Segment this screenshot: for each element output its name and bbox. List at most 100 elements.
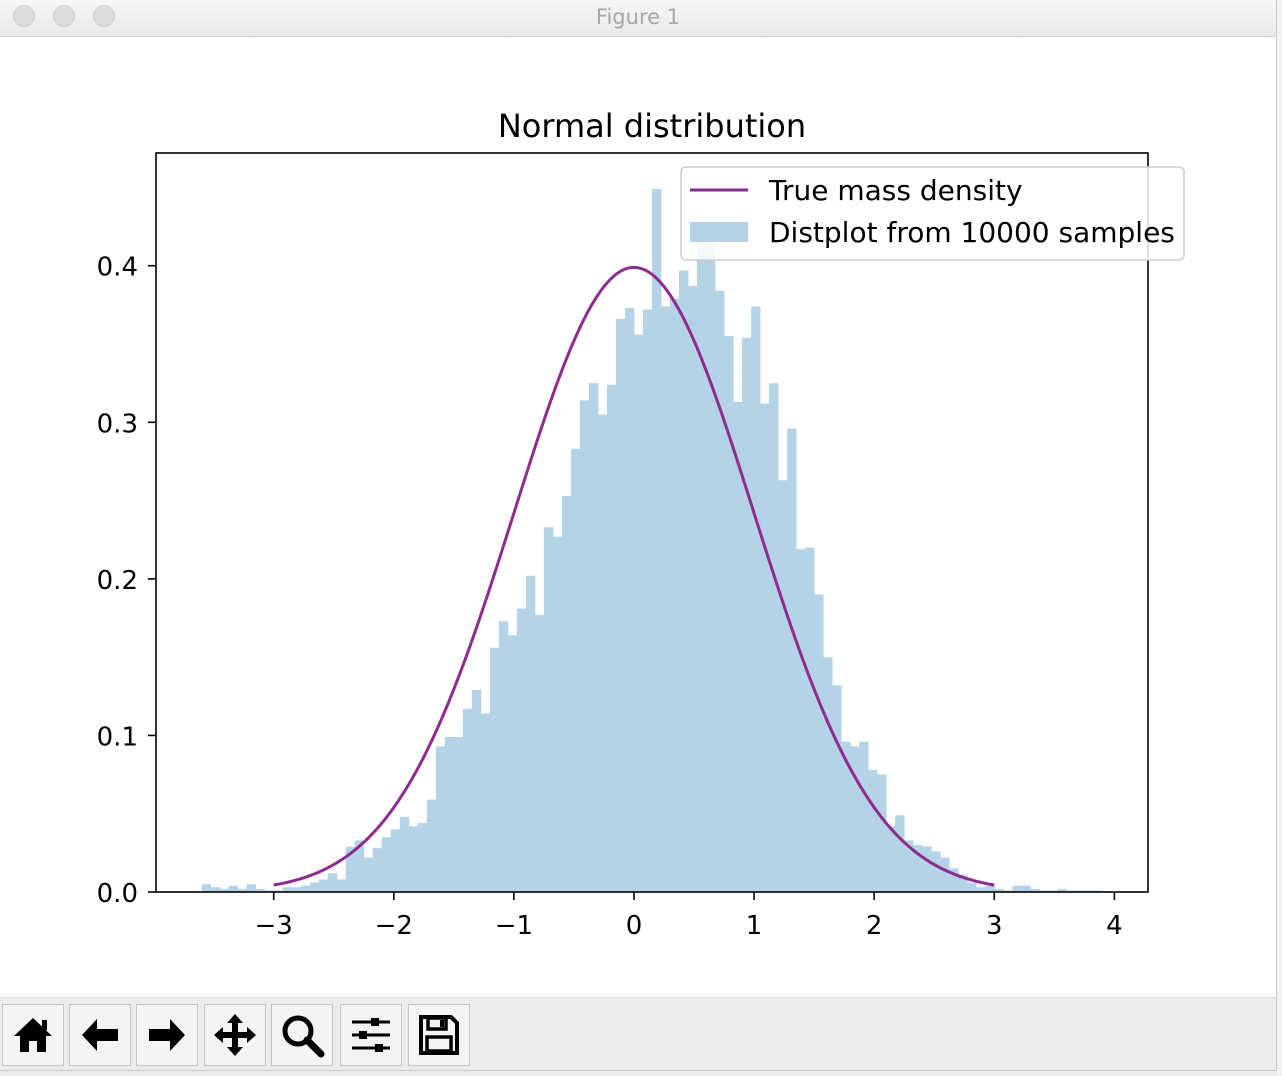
histogram-bar	[606, 384, 617, 892]
histogram-bar	[579, 400, 590, 892]
histogram-bar	[715, 290, 725, 892]
configure-subplots-button[interactable]	[340, 1004, 402, 1066]
histogram-bar	[823, 657, 833, 892]
histogram-bar	[381, 837, 392, 892]
window-title: Figure 1	[595, 5, 681, 29]
histogram-bar	[633, 334, 644, 892]
histogram-bar	[1012, 885, 1022, 892]
histogram-bar	[588, 383, 599, 892]
histogram-bar	[444, 737, 455, 892]
histogram-bar	[787, 428, 797, 892]
histogram-bar	[742, 337, 752, 892]
y-tick-label: 0.3	[97, 409, 138, 439]
histogram-bar	[543, 527, 554, 892]
histogram-bar	[859, 741, 869, 892]
histogram-bar	[516, 608, 527, 892]
histogram-bar	[1021, 885, 1031, 892]
histogram-bar	[940, 857, 950, 892]
histogram-bar	[507, 635, 518, 892]
y-axis: 0.0 0.1 0.2 0.3 0.4	[97, 253, 156, 909]
x-tick-label: 2	[866, 911, 883, 941]
histogram-bar	[426, 799, 437, 893]
floppy-disk-icon	[419, 1015, 459, 1055]
arrow-left-icon	[82, 1019, 118, 1051]
histogram-bar	[1030, 888, 1040, 892]
histogram-bar	[300, 885, 311, 892]
histogram-bar	[525, 575, 536, 892]
histogram-bar	[697, 223, 707, 892]
histogram-bar	[976, 887, 986, 892]
histogram-bar	[688, 286, 698, 892]
back-button[interactable]	[69, 1004, 131, 1066]
x-tick-label: −1	[495, 911, 533, 941]
histogram-bar	[679, 270, 689, 892]
chart-title: Normal distribution	[498, 107, 806, 145]
histogram-bar	[552, 536, 563, 892]
zoom-button[interactable]	[271, 1004, 333, 1066]
histogram-bar	[922, 846, 932, 892]
histogram-bar	[408, 826, 419, 892]
histogram-bar	[1057, 888, 1067, 892]
histogram-bar	[958, 874, 968, 892]
histogram-bar	[489, 647, 500, 892]
x-tick-label: 3	[986, 911, 1003, 941]
histogram-bar	[832, 685, 842, 892]
histogram-bar	[967, 882, 977, 892]
legend-label-histogram: Distplot from 10000 samples	[769, 216, 1175, 249]
home-icon	[14, 1018, 52, 1052]
zoom-window-button[interactable]	[93, 5, 115, 27]
navigation-toolbar	[0, 997, 1276, 1070]
histogram-bar	[363, 857, 374, 892]
y-tick-label: 0.1	[97, 722, 138, 752]
x-tick-label: −2	[375, 911, 413, 941]
histogram-bar	[886, 826, 896, 892]
histogram-bar	[868, 769, 878, 892]
histogram-bar	[435, 746, 446, 892]
histogram-bar	[895, 815, 905, 892]
histogram-bar	[778, 480, 788, 892]
histogram-bar	[399, 816, 410, 892]
y-tick-label: 0.2	[97, 566, 138, 596]
histogram-bar	[724, 336, 734, 892]
histogram-bar	[661, 306, 671, 892]
minimize-window-button[interactable]	[53, 5, 75, 27]
histogram-bar	[246, 884, 257, 892]
pan-button[interactable]	[204, 1004, 266, 1066]
legend-swatch-histogram	[690, 222, 748, 242]
histogram-bar	[850, 746, 860, 892]
forward-button[interactable]	[136, 1004, 198, 1066]
histogram-bar	[624, 308, 635, 892]
figure-canvas[interactable]: Normal distribution −3 −2 −1 0 1 2 3 4 0.00.10.…	[0, 37, 1276, 997]
histogram-bar	[327, 873, 338, 892]
x-tick-label: 4	[1106, 911, 1123, 941]
histogram-bar	[534, 614, 545, 893]
legend-box	[680, 166, 1185, 261]
histogram-bar	[570, 448, 581, 892]
background-window-edge	[1277, 0, 1282, 1076]
histogram-bar	[201, 884, 212, 892]
histogram-bar	[372, 848, 383, 892]
histogram-bar	[904, 840, 914, 892]
histogram-bar	[480, 713, 491, 892]
y-tick-label: 0.4	[97, 253, 138, 283]
histogram-bar	[561, 495, 572, 892]
x-tick-label: 0	[626, 911, 643, 941]
title-bar[interactable]: Figure 1	[0, 0, 1276, 37]
histogram-bar	[796, 549, 806, 892]
save-button[interactable]	[408, 1004, 470, 1066]
axes-frame	[155, 152, 1149, 893]
y-tick-label: 0.0	[97, 879, 138, 909]
histogram-bar	[345, 846, 356, 892]
histogram-bar	[336, 879, 347, 892]
histogram-bar	[769, 383, 779, 892]
histogram-bar	[760, 403, 770, 892]
histogram-bar	[453, 737, 464, 892]
x-tick-label: −3	[255, 911, 293, 941]
histogram-bar	[390, 829, 401, 892]
histogram-bar	[471, 690, 482, 892]
close-window-button[interactable]	[13, 5, 35, 27]
sliders-icon	[352, 1018, 390, 1052]
histogram-bar	[309, 882, 320, 892]
home-button[interactable]	[2, 1004, 64, 1066]
